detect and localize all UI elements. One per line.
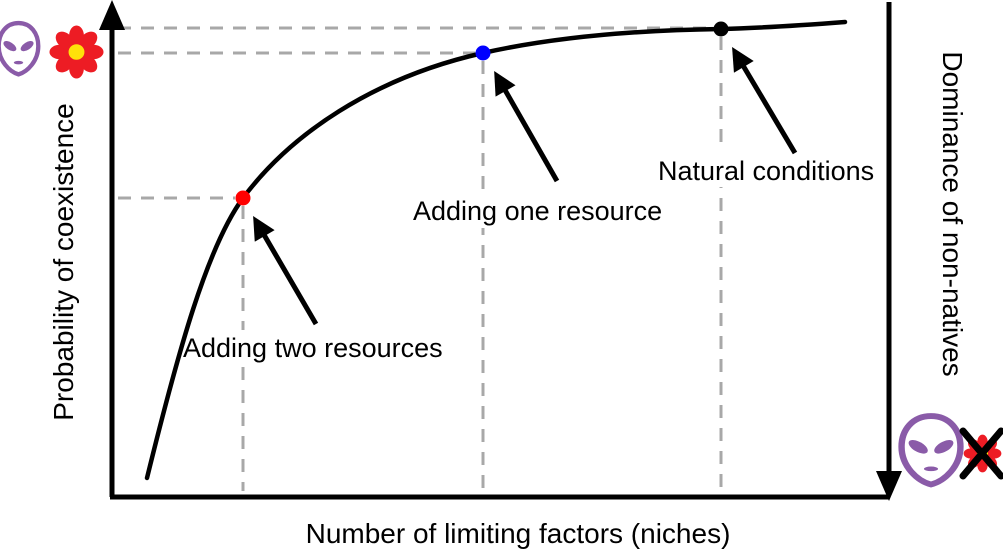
label-adding-one-resource: Adding one resource: [413, 196, 662, 226]
up-arrow-icon: [99, 0, 125, 30]
cross-out-icon: [959, 427, 1003, 480]
point-natural-conditions: [713, 21, 729, 37]
x-axis-title: Number of limiting factors (niches): [306, 518, 731, 549]
label-backgrounds: [180, 150, 892, 366]
annotation-arrows: [253, 47, 798, 326]
coexistence-icons: [0, 23, 104, 79]
point-adding-one-resource: [475, 45, 491, 61]
arrow-to-red-point-icon: [253, 216, 319, 326]
dominance-icons: [902, 416, 1003, 484]
guide-lines: [118, 26, 723, 491]
label-natural-conditions: Natural conditions: [658, 156, 874, 186]
arrow-to-blue-point-icon: [494, 71, 560, 183]
alien-icon: [902, 416, 961, 484]
right-y-axis-title: Dominance of non-natives: [937, 51, 968, 376]
down-arrow-icon: [876, 471, 902, 501]
left-y-axis-title: Probability of coexistence: [48, 103, 79, 421]
coexistence-curve: [144, 19, 848, 481]
axes: [99, 0, 902, 501]
label-adding-two-resources: Adding two resources: [183, 333, 443, 363]
flower-icon: [49, 25, 104, 79]
arrow-to-black-point-icon: [732, 47, 798, 155]
alien-icon: [0, 23, 38, 74]
point-adding-two-resources: [235, 190, 251, 206]
